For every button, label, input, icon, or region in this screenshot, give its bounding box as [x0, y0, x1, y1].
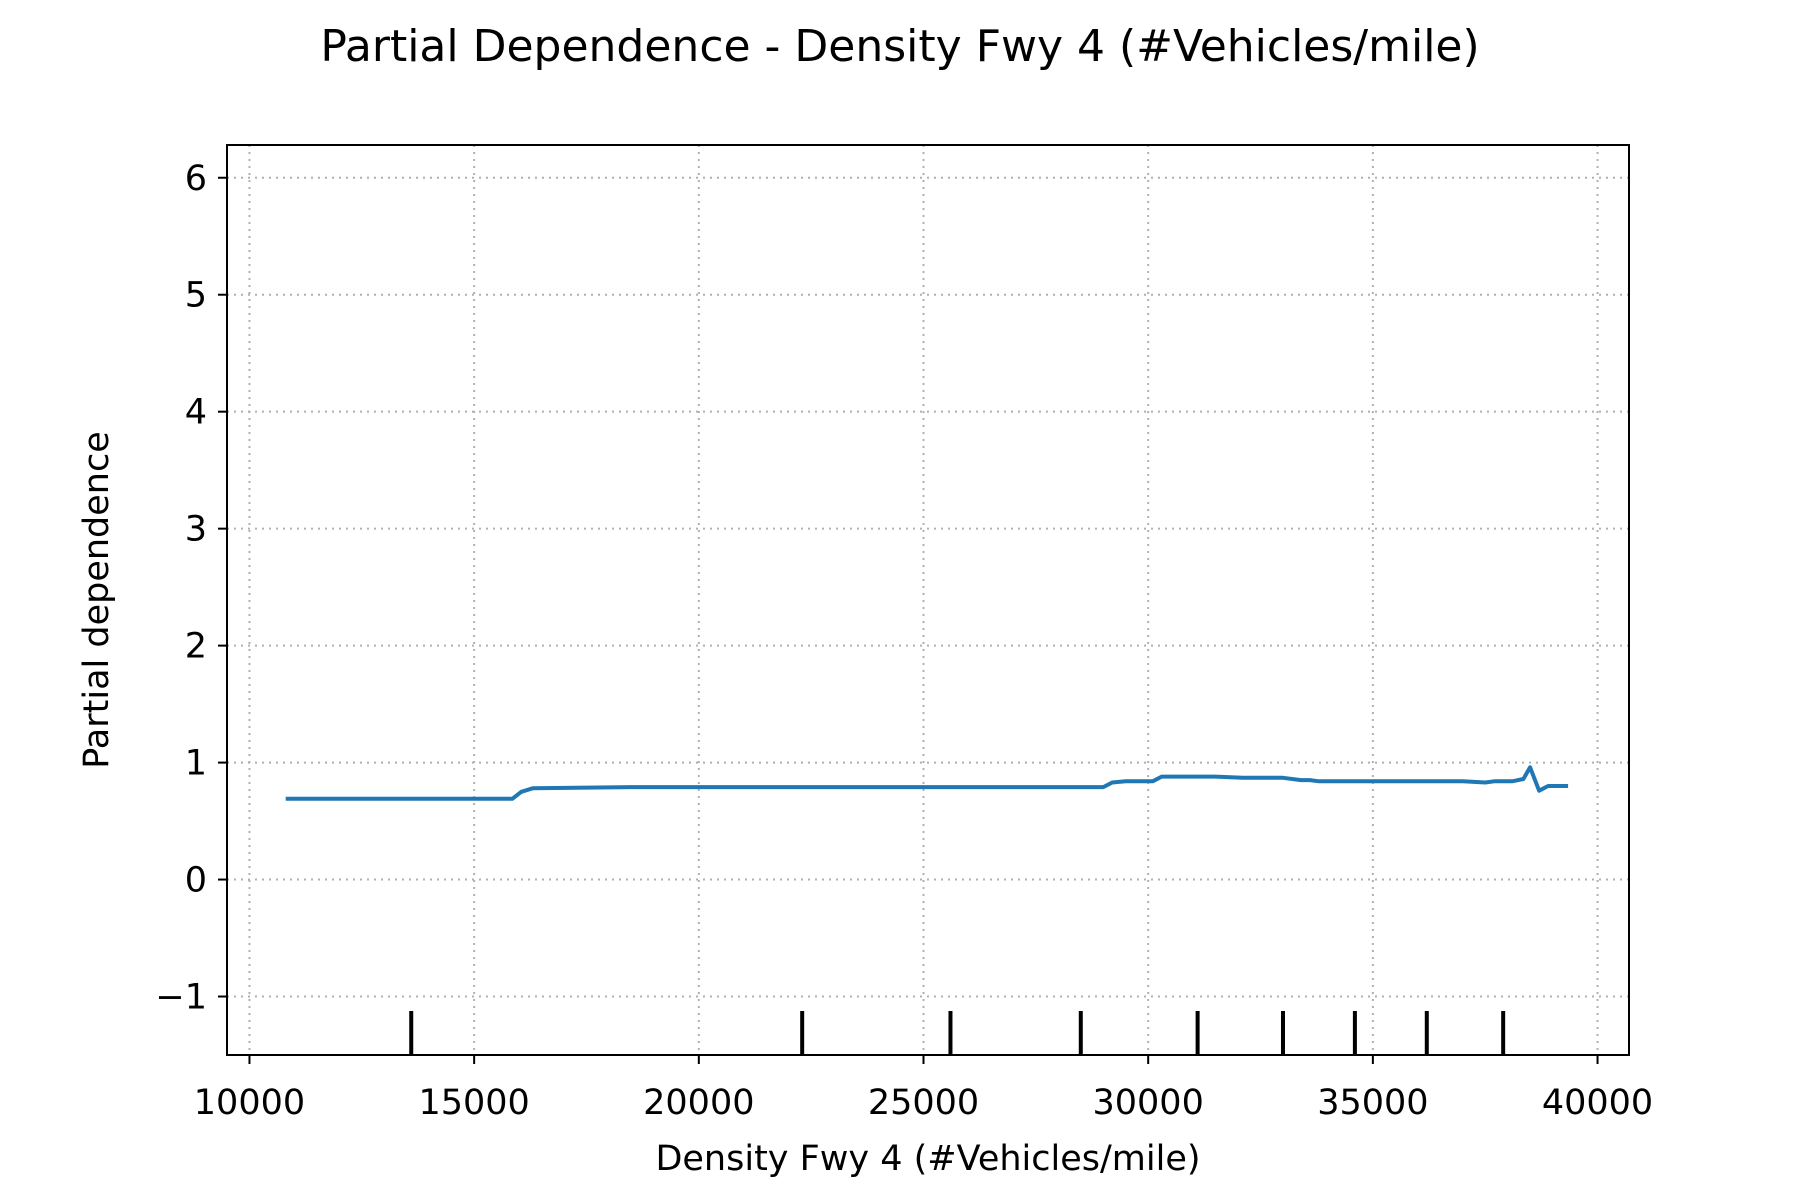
y-tick-label: 5 — [185, 276, 207, 316]
y-axis-label: Partial dependence — [77, 431, 117, 769]
chart-title: Partial Dependence - Density Fwy 4 (#Veh… — [320, 21, 1479, 72]
x-tick-label: 35000 — [1317, 1083, 1428, 1123]
y-tick-label: 4 — [185, 393, 207, 433]
x-axis-ticks: 10000 15000 20000 25000 30000 35000 40000 — [194, 1055, 1653, 1123]
y-tick-label: 0 — [185, 861, 207, 901]
x-axis-label: Density Fwy 4 (#Vehicles/mile) — [655, 1139, 1200, 1179]
y-tick-label: 1 — [185, 744, 207, 784]
y-tick-label: 2 — [185, 627, 207, 667]
x-tick-label: 30000 — [1093, 1083, 1204, 1123]
y-tick-label: −1 — [155, 978, 207, 1018]
y-axis-ticks: −1 0 1 2 3 4 5 6 — [155, 159, 227, 1018]
plot-frame — [226, 144, 1630, 1056]
x-tick-label: 15000 — [418, 1083, 529, 1123]
partial-dependence-line — [285, 765, 1569, 801]
x-tick-label: 40000 — [1542, 1083, 1653, 1123]
decile-rug — [409, 1011, 1506, 1055]
y-tick-label: 3 — [185, 510, 207, 550]
series-group — [285, 765, 1569, 801]
x-tick-label: 20000 — [643, 1083, 754, 1123]
y-tick-label: 6 — [185, 159, 207, 199]
grid-lines — [227, 145, 1629, 1055]
x-tick-label: 10000 — [194, 1083, 305, 1123]
x-tick-label: 25000 — [868, 1083, 979, 1123]
